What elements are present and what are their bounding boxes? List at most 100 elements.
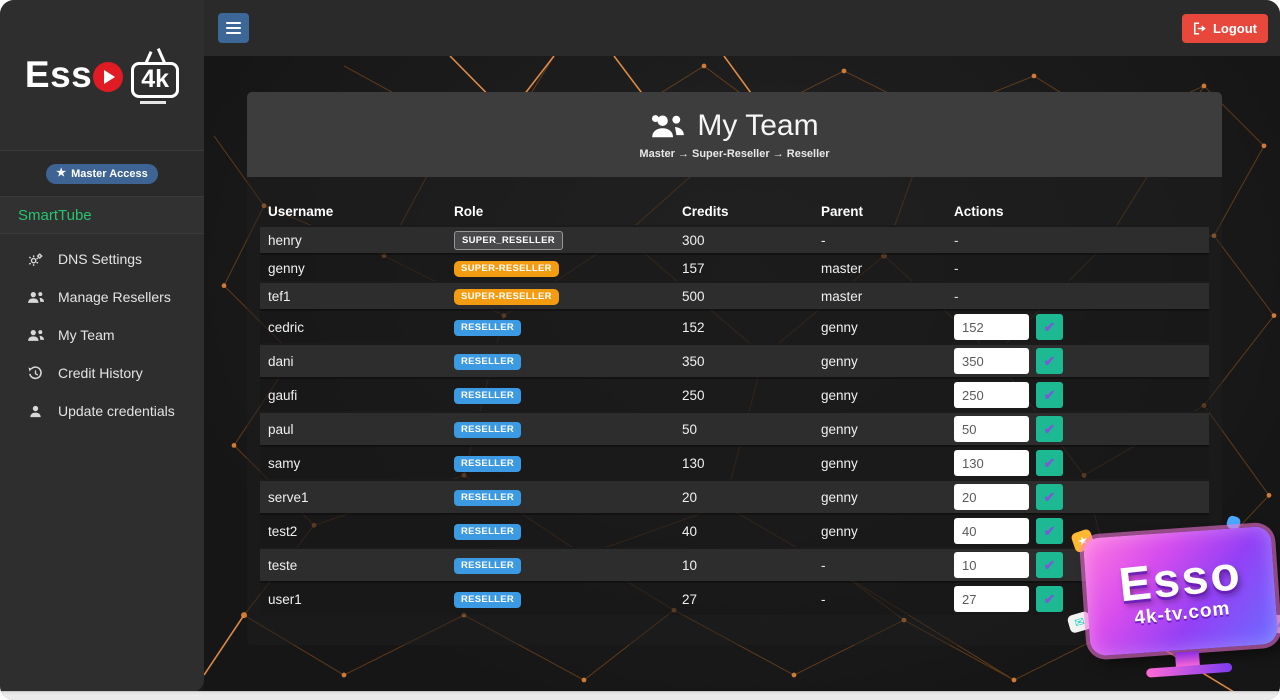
users-icon <box>26 291 45 304</box>
credits-cell: 20 <box>682 489 698 505</box>
brand-logo[interactable]: Ess 4k <box>24 48 180 104</box>
panel-header: My Team Master → Super-Reseller → Resell… <box>247 92 1222 177</box>
role-cell: SUPER-RESELLER <box>454 287 682 305</box>
credits-cell: 157 <box>682 260 705 276</box>
credits-cell: 250 <box>682 387 705 403</box>
role-cell: RESELLER <box>454 454 682 472</box>
empty-action: - <box>954 288 959 304</box>
horizontal-scrollbar[interactable] <box>0 691 1280 700</box>
credits-cell: 10 <box>682 557 698 573</box>
actions-cell: ✔ <box>954 484 1209 510</box>
credits-cell: 130 <box>682 455 705 471</box>
team-table: Username Role Credits Parent Actions hen… <box>260 197 1209 615</box>
table-row: tef1 SUPER-RESELLER 500 master - <box>260 281 1209 309</box>
users-group-icon <box>650 113 686 140</box>
username-cell: test2 <box>268 523 298 539</box>
credits-input[interactable] <box>954 484 1029 510</box>
credits-input[interactable] <box>954 382 1029 408</box>
credits-input[interactable] <box>954 552 1029 578</box>
update-credits-button[interactable]: ✔ <box>1036 314 1063 340</box>
update-credits-button[interactable]: ✔ <box>1036 484 1063 510</box>
actions-cell: - <box>954 261 1209 276</box>
credits-input[interactable] <box>954 416 1029 442</box>
hamburger-icon <box>226 22 241 25</box>
actions-cell: ✔ <box>954 450 1209 476</box>
page-title-text: My Team <box>697 109 819 142</box>
credits-input[interactable] <box>954 518 1029 544</box>
sidebar-item-credit-history[interactable]: Credit History <box>0 354 204 392</box>
table-row: paul RESELLER 50 genny ✔ <box>260 411 1209 445</box>
sidebar-item-dns-settings[interactable]: DNS Settings <box>0 240 204 278</box>
sidebar-item-my-team[interactable]: My Team <box>0 316 204 354</box>
actions-cell: ✔ <box>954 348 1209 374</box>
tv-base <box>140 100 167 104</box>
logout-button[interactable]: Logout <box>1181 14 1268 43</box>
antenna-icon <box>157 48 166 64</box>
role-cell: RESELLER <box>454 522 682 540</box>
username-cell: paul <box>268 421 294 437</box>
credits-input[interactable] <box>954 314 1029 340</box>
username-cell: tef1 <box>268 288 291 304</box>
update-credits-button[interactable]: ✔ <box>1036 518 1063 544</box>
update-credits-button[interactable]: ✔ <box>1036 382 1063 408</box>
credits-input[interactable] <box>954 348 1029 374</box>
role-badge: RESELLER <box>454 319 522 336</box>
update-credits-button[interactable]: ✔ <box>1036 416 1063 442</box>
username-cell: serve1 <box>268 489 309 505</box>
actions-cell: ✔ <box>954 586 1209 612</box>
table-row: serve1 RESELLER 20 genny ✔ <box>260 479 1209 513</box>
role-cell: RESELLER <box>454 488 682 506</box>
actions-cell: ✔ <box>954 552 1209 578</box>
credits-input[interactable] <box>954 586 1029 612</box>
sidebar-menu: DNS Settings Manage Resellers My Team Credi… <box>0 234 204 430</box>
play-icon <box>93 62 124 92</box>
role-cell: RESELLER <box>454 590 682 608</box>
update-credits-button[interactable]: ✔ <box>1036 450 1063 476</box>
role-cell: RESELLER <box>454 386 682 404</box>
empty-action: - <box>954 260 959 276</box>
parent-cell: genny <box>821 353 858 369</box>
brand-logo-area: Ess 4k <box>0 0 204 150</box>
parent-cell: genny <box>821 421 858 437</box>
actions-cell: ✔ <box>954 416 1209 442</box>
table-row: samy RESELLER 130 genny ✔ <box>260 445 1209 479</box>
actions-cell: ✔ <box>954 314 1209 340</box>
parent-cell: genny <box>821 319 858 335</box>
sidebar-item-manage-resellers[interactable]: Manage Resellers <box>0 278 204 316</box>
username-cell: dani <box>268 353 294 369</box>
role-badge: SUPER-RESELLER <box>454 260 559 277</box>
antenna-icon <box>144 51 152 64</box>
table-row: user1 RESELLER 27 - ✔ <box>260 581 1209 615</box>
parent-cell: - <box>821 232 826 248</box>
credits-cell: 300 <box>682 232 705 248</box>
logo-text: Ess <box>24 54 93 95</box>
update-credits-button[interactable]: ✔ <box>1036 348 1063 374</box>
update-credits-button[interactable]: ✔ <box>1036 552 1063 578</box>
sidebar-toggle-button[interactable] <box>218 13 249 43</box>
team-panel: My Team Master → Super-Reseller → Resell… <box>247 92 1222 645</box>
parent-cell: - <box>821 591 826 607</box>
role-badge: RESELLER <box>454 489 522 506</box>
users-icon <box>26 329 45 342</box>
col-parent: Parent <box>821 203 864 219</box>
access-level-section: ★ Master Access <box>0 150 204 196</box>
credits-cell: 350 <box>682 353 705 369</box>
sidebar-item-smarttube[interactable]: SmartTube <box>0 196 204 234</box>
actions-cell: - <box>954 233 1209 248</box>
update-credits-button[interactable]: ✔ <box>1036 586 1063 612</box>
table-row: teste RESELLER 10 - ✔ <box>260 547 1209 581</box>
username-cell: user1 <box>268 591 302 607</box>
sidebar-item-label: Credit History <box>58 365 143 381</box>
role-cell: RESELLER <box>454 318 682 336</box>
credits-input[interactable] <box>954 450 1029 476</box>
username-cell: gaufi <box>268 387 298 403</box>
actions-cell: ✔ <box>954 382 1209 408</box>
sidebar-item-label: My Team <box>58 327 115 343</box>
parent-cell: master <box>821 260 863 276</box>
sidebar-item-update-credentials[interactable]: Update credentials <box>0 392 204 430</box>
actions-cell: ✔ <box>954 518 1209 544</box>
role-badge: RESELLER <box>454 421 522 438</box>
username-cell: cedric <box>268 319 305 335</box>
table-row: gaufi RESELLER 250 genny ✔ <box>260 377 1209 411</box>
